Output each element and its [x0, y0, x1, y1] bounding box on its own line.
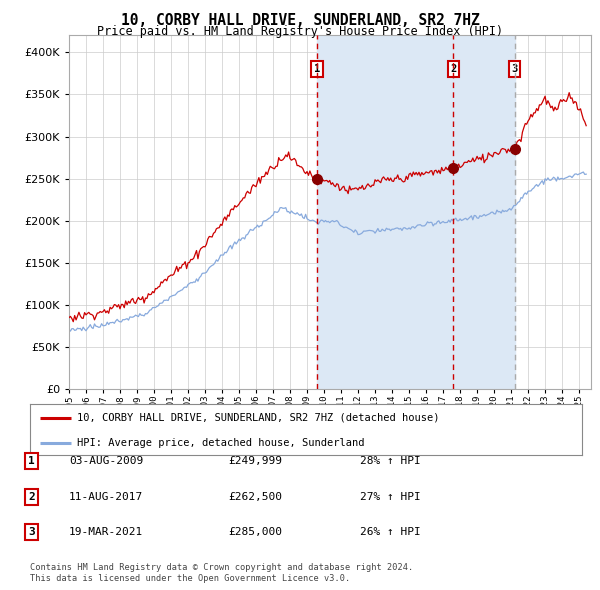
Text: HPI: Average price, detached house, Sunderland: HPI: Average price, detached house, Sund… [77, 438, 364, 447]
Text: £285,000: £285,000 [228, 527, 282, 537]
Text: £249,999: £249,999 [228, 457, 282, 466]
Text: 10, CORBY HALL DRIVE, SUNDERLAND, SR2 7HZ: 10, CORBY HALL DRIVE, SUNDERLAND, SR2 7H… [121, 13, 479, 28]
Text: 28% ↑ HPI: 28% ↑ HPI [360, 457, 421, 466]
Text: 27% ↑ HPI: 27% ↑ HPI [360, 492, 421, 502]
Text: 1: 1 [314, 64, 320, 74]
Text: Price paid vs. HM Land Registry's House Price Index (HPI): Price paid vs. HM Land Registry's House … [97, 25, 503, 38]
Text: £262,500: £262,500 [228, 492, 282, 502]
Text: 26% ↑ HPI: 26% ↑ HPI [360, 527, 421, 537]
Text: 10, CORBY HALL DRIVE, SUNDERLAND, SR2 7HZ (detached house): 10, CORBY HALL DRIVE, SUNDERLAND, SR2 7H… [77, 412, 439, 422]
Text: 11-AUG-2017: 11-AUG-2017 [69, 492, 143, 502]
Text: 1: 1 [28, 457, 35, 466]
Bar [317, 35, 515, 389]
Text: This data is licensed under the Open Government Licence v3.0.: This data is licensed under the Open Gov… [30, 574, 350, 583]
Text: 3: 3 [511, 64, 518, 74]
Text: 03-AUG-2009: 03-AUG-2009 [69, 457, 143, 466]
Text: 2: 2 [28, 492, 35, 502]
Text: Contains HM Land Registry data © Crown copyright and database right 2024.: Contains HM Land Registry data © Crown c… [30, 563, 413, 572]
Text: 2: 2 [450, 64, 457, 74]
Text: 19-MAR-2021: 19-MAR-2021 [69, 527, 143, 537]
Text: 3: 3 [28, 527, 35, 537]
